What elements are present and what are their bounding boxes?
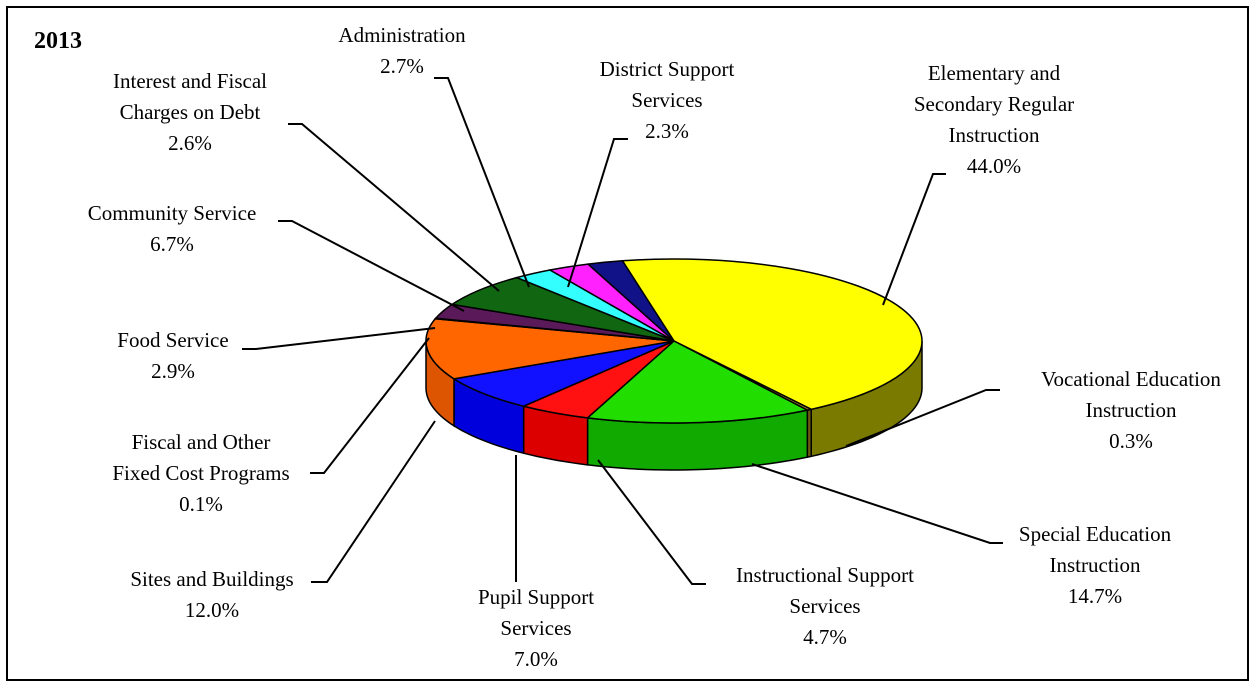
leader-line-sites-and-buildings xyxy=(311,420,436,583)
slice-label-line: Sites and Buildings xyxy=(130,567,293,591)
slice-label-instructional-support-services: Instructional Support Services 4.7% xyxy=(736,563,914,649)
leader-line-interest-and-fiscal-charges-on-debt xyxy=(288,123,500,292)
slice-label-line: 12.0% xyxy=(185,598,239,622)
slice-label-line: Elementary and xyxy=(928,61,1061,85)
slice-sites-and-buildings xyxy=(425,318,675,380)
slice-label-line: 7.0% xyxy=(514,647,558,671)
slice-label-district-support-services: District Support Services 2.3% xyxy=(600,57,735,143)
slice-label-line: Community Service xyxy=(88,201,257,225)
slice-label-line: Food Service xyxy=(117,328,228,352)
slice-label-line: Administration xyxy=(338,23,466,47)
slice-label-line: Fixed Cost Programs xyxy=(112,461,289,485)
slice-label-line: 2.9% xyxy=(151,359,195,383)
slice-label-line: 14.7% xyxy=(1068,584,1122,608)
slice-label-line: Instruction xyxy=(1050,553,1141,577)
pie-chart: 2013 Elementary and Secondary Regular Inst… xyxy=(34,23,1222,671)
leader-line-vocational-education-instruction xyxy=(845,389,1000,447)
slice-label-line: 2.7% xyxy=(380,54,424,78)
slice-label-line: 6.7% xyxy=(150,232,194,256)
slice-label-line: 0.3% xyxy=(1109,429,1153,453)
leader-line-food-service xyxy=(242,327,436,350)
slice-label-line: 2.6% xyxy=(168,131,212,155)
slice-label-line: 0.1% xyxy=(179,492,223,516)
chart-frame: 2013 Elementary and Secondary Regular Inst… xyxy=(6,6,1249,681)
slice-label-line: Pupil Support xyxy=(478,585,594,609)
slice-label-line: Secondary Regular xyxy=(914,92,1074,116)
slice-label-line: Services xyxy=(500,616,571,640)
slice-labels: Elementary and Secondary Regular Instructi… xyxy=(88,23,1222,671)
slice-label-administration: Administration 2.7% xyxy=(338,23,466,78)
slice-pupil-support-services xyxy=(451,340,675,408)
slice-elementary-and-secondary-regular-instruction xyxy=(621,258,923,411)
slice-label-line: Services xyxy=(631,88,702,112)
slice-label-interest-and-fiscal-charges-on-debt: Interest and Fiscal Charges on Debt 2.6% xyxy=(113,69,267,155)
slice-district-support-services xyxy=(586,260,675,342)
chart-title: 2013 xyxy=(34,28,82,54)
slice-label-community-service: Community Service 6.7% xyxy=(88,201,257,256)
slice-label-line: Fiscal and Other xyxy=(132,430,271,454)
slice-label-line: Instruction xyxy=(949,123,1040,147)
slice-label-line: Instructional Support xyxy=(736,563,914,587)
slice-label-vocational-education-instruction: Vocational Education Instruction 0.3% xyxy=(1041,367,1221,453)
slice-label-line: Instruction xyxy=(1086,398,1177,422)
slice-label-fiscal-and-other-fixed-cost-programs: Fiscal and Other Fixed Cost Programs 0.1% xyxy=(112,430,289,516)
leader-line-district-support-services xyxy=(567,138,628,288)
slice-label-line: District Support xyxy=(600,57,735,81)
slice-label-pupil-support-services: Pupil Support Services 7.0% xyxy=(478,585,594,671)
slice-label-line: Vocational Education xyxy=(1041,367,1221,391)
pie-slices xyxy=(425,258,923,424)
leader-line-elementary-and-secondary-regular-instruction xyxy=(882,173,946,306)
leader-line-instructional-support-services xyxy=(597,459,706,585)
slice-special-education-instruction xyxy=(585,340,810,424)
slice-label-line: 2.3% xyxy=(645,119,689,143)
slice-label-line: Interest and Fiscal xyxy=(113,69,267,93)
slice-label-elementary-and-secondary-regular-instruction: Elementary and Secondary Regular Instructi… xyxy=(914,61,1074,178)
slice-label-line: 44.0% xyxy=(967,154,1021,178)
slice-label-line: Services xyxy=(789,594,860,618)
slice-label-food-service: Food Service 2.9% xyxy=(117,328,228,383)
slice-label-line: Special Education xyxy=(1019,522,1172,546)
leader-line-administration xyxy=(434,77,530,288)
slice-label-special-education-instruction: Special Education Instruction 14.7% xyxy=(1019,522,1172,608)
leader-line-fiscal-and-other-fixed-cost-programs xyxy=(310,337,430,474)
slice-label-line: 4.7% xyxy=(803,625,847,649)
leader-lines xyxy=(242,77,1003,585)
leader-line-community-service xyxy=(278,220,465,312)
slice-label-line: Charges on Debt xyxy=(120,100,261,124)
slice-label-sites-and-buildings: Sites and Buildings 12.0% xyxy=(130,567,293,622)
leader-line-special-education-instruction xyxy=(751,463,1003,544)
